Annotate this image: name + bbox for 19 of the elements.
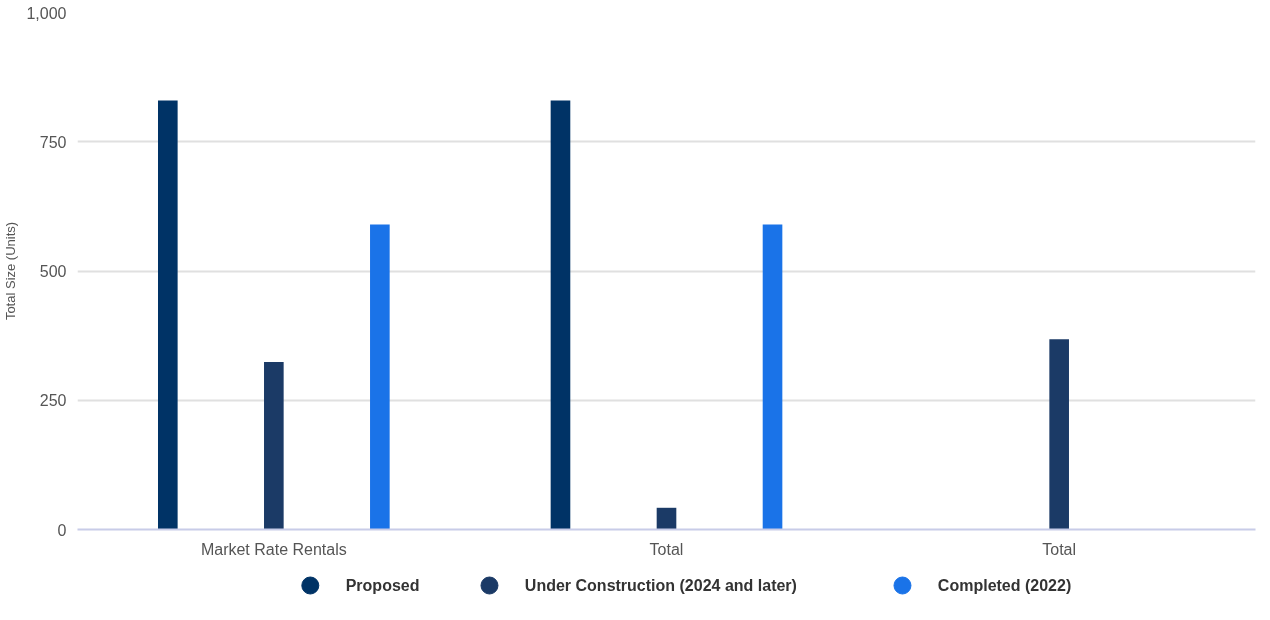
x-tick-label: Total	[1042, 540, 1077, 558]
legend-label: Proposed	[345, 577, 420, 594]
y-tick-label: 0	[57, 521, 67, 539]
legend-label: Under Construction (2024 and later)	[524, 577, 797, 594]
y-tick-label: 1,000	[26, 4, 67, 22]
bar	[656, 507, 677, 530]
bar	[158, 100, 178, 530]
x-tick-label: Total	[649, 540, 684, 558]
bar	[1049, 339, 1069, 530]
bar	[264, 361, 284, 530]
bar	[762, 224, 783, 530]
x-tick-label: Market Rate Rentals	[200, 540, 347, 558]
bar	[550, 100, 571, 530]
bar	[370, 224, 390, 530]
y-tick-label: 750	[39, 133, 67, 151]
y-tick-label: 250	[39, 392, 67, 410]
y-tick-label: 500	[39, 263, 67, 280]
legend-label: Completed (2022)	[937, 577, 1072, 594]
y-axis-title: Total Size (Units)	[3, 221, 19, 321]
